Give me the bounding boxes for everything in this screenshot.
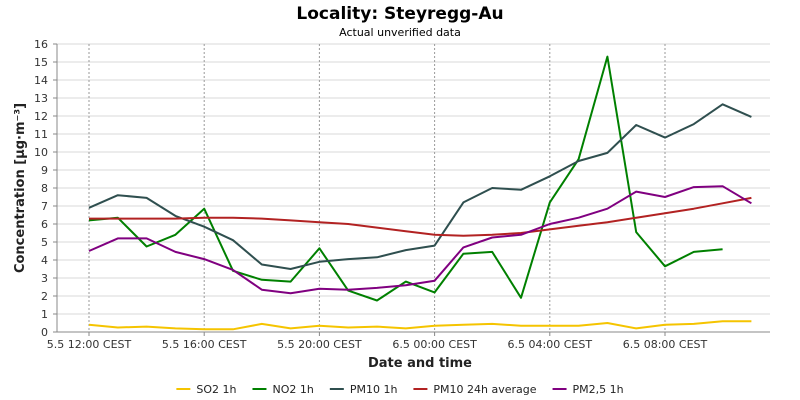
y-tick-label: 0 <box>41 326 48 339</box>
y-tick-label: 9 <box>41 164 48 177</box>
series-line-3 <box>88 103 752 270</box>
y-tick-label: 6 <box>41 218 48 231</box>
y-tick-label: 3 <box>41 272 48 285</box>
legend-label: PM10 24h average <box>433 383 536 396</box>
y-tick-label: 8 <box>41 182 48 195</box>
x-axis-label: Date and time <box>368 356 472 371</box>
y-tick-label: 16 <box>34 38 48 51</box>
y-tick-label: 12 <box>34 110 48 123</box>
chart-title: Locality: Steyregg-Au <box>296 4 503 24</box>
grid <box>57 43 770 332</box>
legend: SO2 1h NO2 1h PM10 1h PM10 24h average PM2,5… <box>176 383 624 396</box>
x-tick-label: 6.5 00:00 CEST <box>392 338 477 351</box>
series-line-4 <box>89 196 752 237</box>
y-axis-label: Concentration [µg·m⁻³] <box>13 103 28 273</box>
y-tick-label: 14 <box>34 74 48 87</box>
y-tick-label: 2 <box>41 290 48 303</box>
x-tick-label: 5.5 12:00 CEST <box>47 338 132 351</box>
x-tick-label: 5.5 16:00 CEST <box>162 338 247 351</box>
x-tick-label: 5.5 20:00 CEST <box>277 338 362 351</box>
y-tick-label: 5 <box>41 236 48 249</box>
series-line-5 <box>88 185 752 295</box>
legend-label: PM2,5 1h <box>573 383 624 396</box>
legend-label: SO2 1h <box>196 383 236 396</box>
y-tick-label: 15 <box>34 56 48 69</box>
y-tick-label: 4 <box>41 254 48 267</box>
series-line-1 <box>88 320 752 331</box>
legend-label: NO2 1h <box>272 383 313 396</box>
y-tick-label: 1 <box>41 308 48 321</box>
series-lines <box>88 55 752 331</box>
y-tick-label: 7 <box>41 200 48 213</box>
x-tick-label: 6.5 08:00 CEST <box>623 338 708 351</box>
y-tick-label: 13 <box>34 92 48 105</box>
chart-subtitle: Actual unverified data <box>339 26 461 39</box>
x-tick-label: 6.5 04:00 CEST <box>508 338 593 351</box>
legend-label: PM10 1h <box>350 383 398 396</box>
y-tick-label: 11 <box>34 128 48 141</box>
y-tick-label: 10 <box>34 146 48 159</box>
